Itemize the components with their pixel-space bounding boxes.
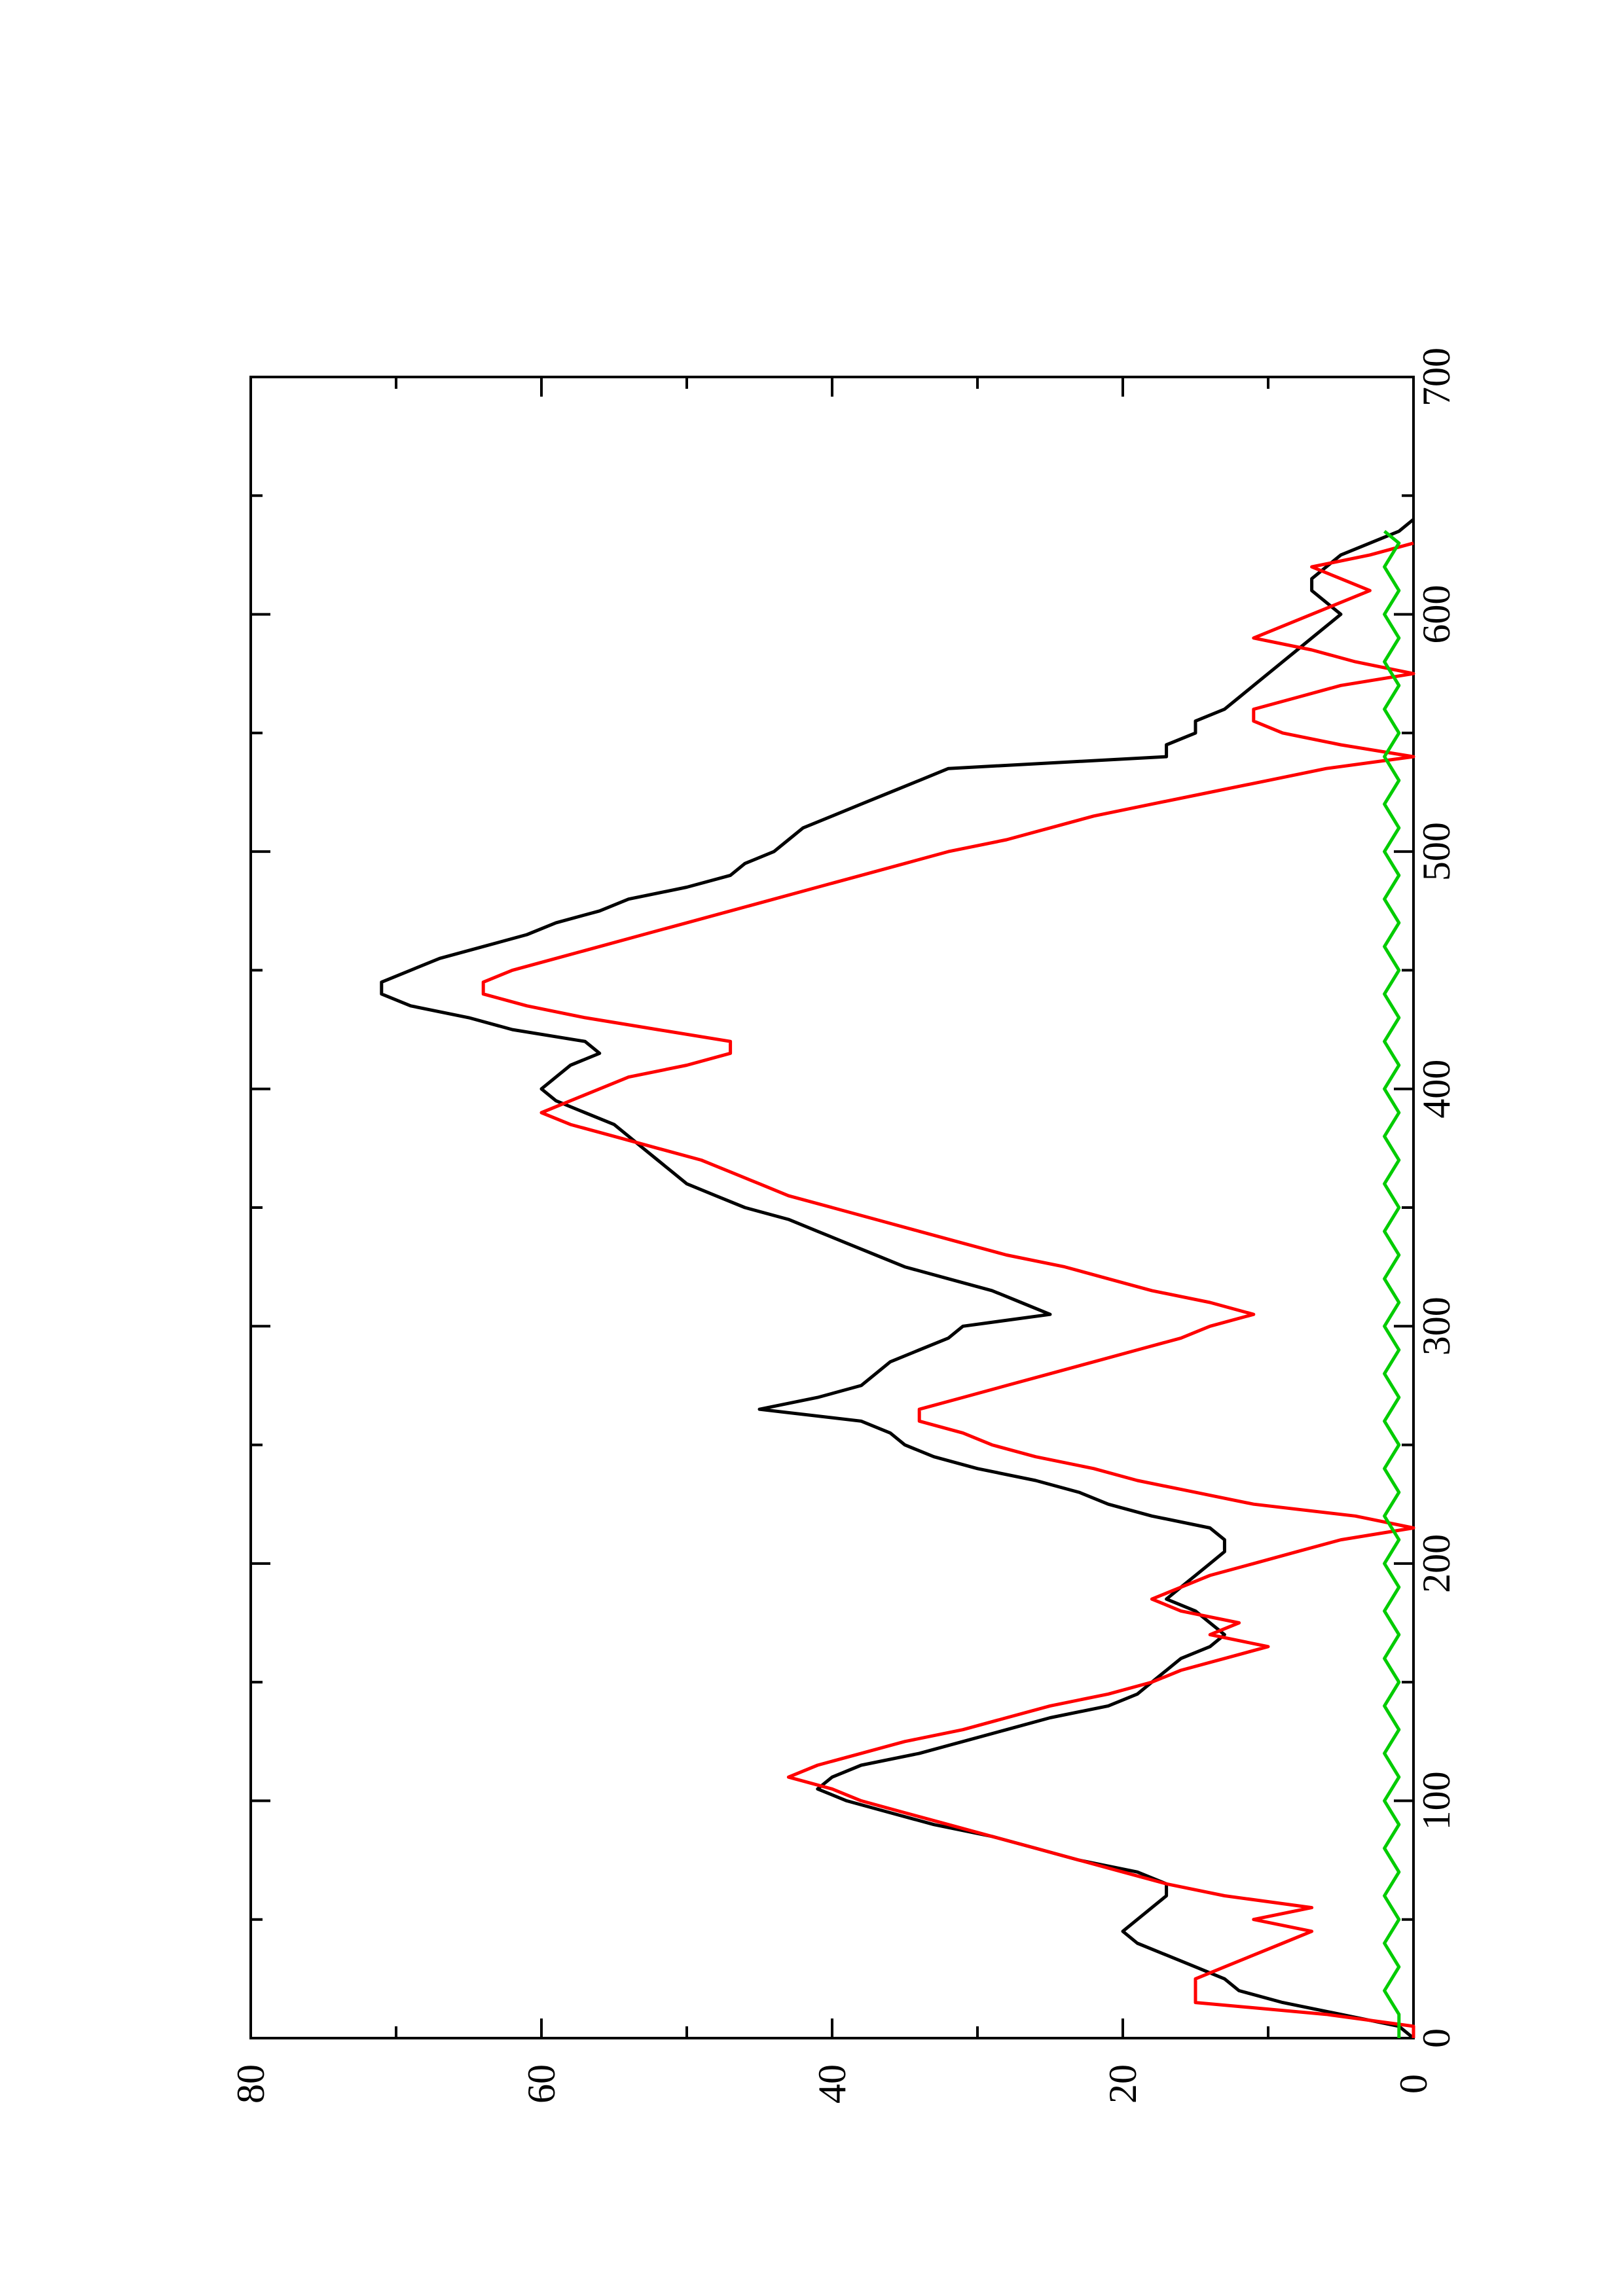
- x-tick-label: 200: [1415, 1534, 1458, 1593]
- y-tick-label: 20: [1101, 2064, 1144, 2104]
- x-tick-label: 700: [1415, 348, 1458, 406]
- y-tick-label: 40: [811, 2064, 854, 2104]
- series-line-2: [481, 541, 1415, 2038]
- y-tick-label: 80: [229, 2064, 272, 2104]
- x-tick-label: 300: [1415, 1297, 1458, 1355]
- y-tick-label: 60: [520, 2064, 563, 2104]
- x-tick-label: 500: [1415, 822, 1458, 881]
- series-line-3: [1383, 529, 1401, 2038]
- x-tick-label: 400: [1415, 1060, 1458, 1119]
- ticks: [249, 376, 1415, 2039]
- x-tick-label: 0: [1415, 2028, 1458, 2048]
- x-tick-label: 100: [1415, 1771, 1458, 1830]
- x-tick-label: 600: [1415, 585, 1458, 644]
- y-tick-label: 0: [1392, 2074, 1435, 2094]
- tick-labels: 0 100 200 300 400 500 600 700 0 20 40 60 80: [229, 348, 1458, 2104]
- series: [380, 518, 1415, 2039]
